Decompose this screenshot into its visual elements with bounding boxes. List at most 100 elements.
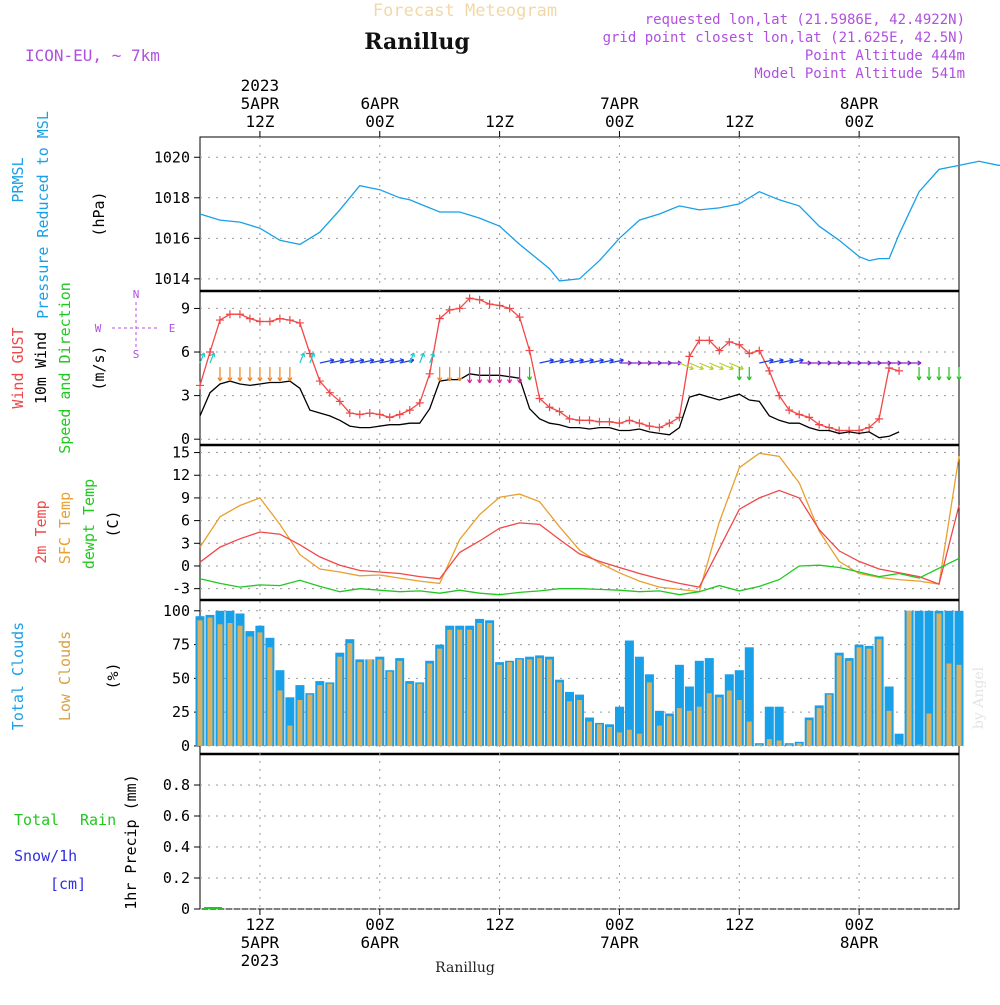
precip-ytick-label: 0.2 <box>163 869 190 887</box>
low-cloud-bar <box>767 739 772 746</box>
gust-marker <box>476 296 484 304</box>
low-cloud-bar <box>567 701 572 746</box>
low-cloud-bar <box>667 716 672 746</box>
gust-marker <box>426 370 434 378</box>
top-year-label: 2023 <box>241 76 280 95</box>
low-cloud-bar <box>927 714 932 746</box>
low-cloud-bar <box>447 630 452 746</box>
top-date-label: 6APR <box>360 94 399 113</box>
low-cloud-bar <box>937 614 942 746</box>
pressure-ytick-label: 1020 <box>154 148 190 166</box>
gust-marker <box>226 310 234 318</box>
gust-marker <box>386 413 394 421</box>
gust-marker <box>765 367 773 375</box>
gust-marker <box>236 310 244 318</box>
bottom-hour-label: 00Z <box>845 915 874 934</box>
low-cloud-bar <box>597 724 602 746</box>
wind-arrow <box>528 367 532 380</box>
wind-arrow <box>300 353 305 363</box>
gust-marker <box>286 316 294 324</box>
low-cloud-bar <box>787 745 792 746</box>
low-cloud-bar <box>357 662 362 746</box>
wind-arrow <box>927 367 931 380</box>
low-cloud-bar <box>707 693 712 746</box>
bottom-hour-label: 12Z <box>485 915 514 934</box>
gust-marker <box>585 416 593 424</box>
precip-frame <box>200 754 959 909</box>
wind-arrow <box>448 367 452 381</box>
wind-arrow <box>518 367 522 383</box>
low-cloud-bar <box>657 726 662 746</box>
low-cloud-bar <box>957 665 962 746</box>
low-cloud-bar <box>887 711 892 746</box>
low-cloud-bar <box>617 732 622 746</box>
gust-marker <box>785 406 793 414</box>
pressure-ytick-label: 1016 <box>154 229 190 247</box>
gust-marker <box>196 381 204 389</box>
low-cloud-bar <box>897 745 902 746</box>
gust-marker <box>246 315 254 323</box>
compass-w: W <box>95 322 102 335</box>
low-cloud-bar <box>337 657 342 746</box>
bottom-hour-label: 12Z <box>245 915 274 934</box>
wind10m-label: 10m Wind <box>32 332 50 404</box>
gust-marker <box>366 409 374 417</box>
gridpoint-coords: grid point closest lon,lat (21.625E, 42.… <box>603 30 965 46</box>
time-axis: 5APR5APR12Z12Z6APR6APR00Z00Z12Z12Z7APR7A… <box>241 76 879 970</box>
gust-marker <box>266 318 274 326</box>
gust-marker <box>216 316 224 324</box>
low-cloud-bar <box>467 630 472 746</box>
clouds-ytick-label: 50 <box>172 669 190 687</box>
low-cloud-bar <box>547 659 552 746</box>
clouds-ytick-label: 25 <box>172 703 190 721</box>
gust-marker <box>605 418 613 426</box>
low-cloud-bar <box>367 659 372 746</box>
top-hour-label: 00Z <box>605 112 634 131</box>
requested-coords: requested lon,lat (21.5986E, 42.4922N) <box>645 12 965 28</box>
gust-marker <box>276 315 284 323</box>
low-cloud-bar <box>218 624 223 746</box>
gust-marker <box>576 416 584 424</box>
low-cloud-bar <box>297 700 302 746</box>
low-cloud-bar <box>307 695 312 746</box>
total-cloud-bar <box>895 734 904 746</box>
clouds-ytick-label: 100 <box>163 602 190 620</box>
top-hour-label: 00Z <box>845 112 874 131</box>
low-cloud-bar <box>457 630 462 746</box>
pressure-ytick-label: 1018 <box>154 189 190 207</box>
wind-dir-label: Speed and Direction <box>56 282 74 454</box>
low-cloud-bar <box>837 655 842 746</box>
dewpt-line <box>200 558 959 594</box>
top-date-label: 5APR <box>241 94 280 113</box>
wind-arrow <box>947 367 951 380</box>
low-cloud-bar <box>427 664 432 746</box>
bottom-date-label: 8APR <box>840 933 879 952</box>
wind-arrow <box>248 367 252 381</box>
gust-marker <box>356 410 364 418</box>
low-cloud-bar <box>587 722 592 746</box>
bottom-hour-label: 00Z <box>605 915 634 934</box>
gust-marker <box>695 336 703 344</box>
wind-arrow <box>268 367 272 381</box>
gust-marker <box>396 410 404 418</box>
low-cloud-bar <box>537 658 542 746</box>
low-cloud-bar <box>637 734 642 746</box>
top-hour-label: 00Z <box>365 112 394 131</box>
low-cloud-bar <box>317 685 322 746</box>
precip-ytick-label: 0.8 <box>163 776 190 794</box>
gust-marker <box>376 410 384 418</box>
low-cloud-bar <box>377 659 382 746</box>
compass-s: S <box>133 348 140 361</box>
low-cloud-bar <box>397 661 402 746</box>
clouds-ytick-label: 75 <box>172 636 190 654</box>
bottom-hour-label: 00Z <box>365 915 394 934</box>
wind-ytick-label: 9 <box>181 299 190 317</box>
point-altitude: Point Altitude 444m <box>805 48 965 64</box>
clouds-ytick-label: 0 <box>181 737 190 755</box>
location-title: Ranillug <box>364 29 470 55</box>
wind-arrow <box>937 367 941 380</box>
wind-arrow <box>200 353 205 363</box>
clouds-unit: (%) <box>104 662 122 689</box>
